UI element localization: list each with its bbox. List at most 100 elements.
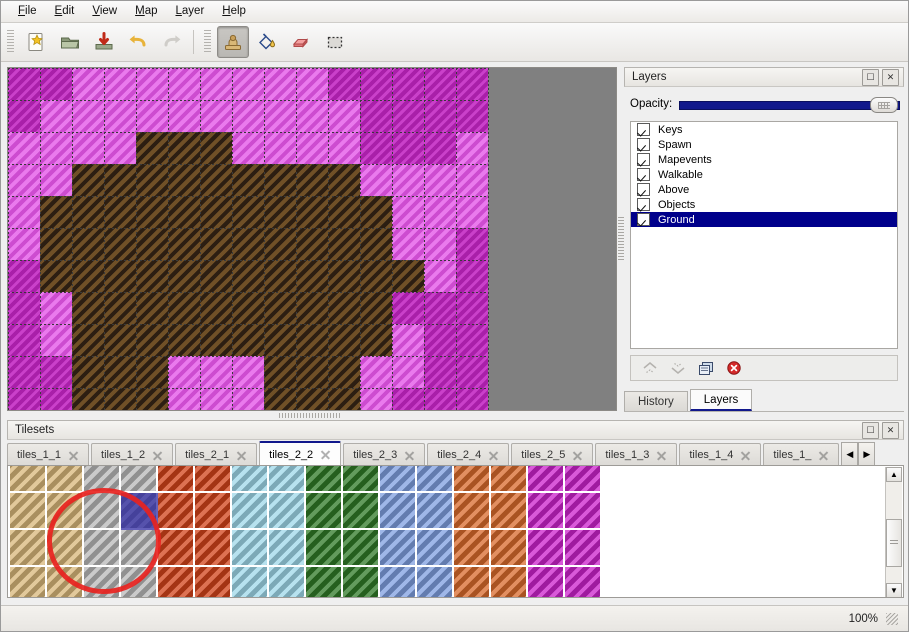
tileset-tile[interactable] xyxy=(47,567,83,597)
tileset-tile[interactable] xyxy=(417,567,453,597)
chevron-left-icon[interactable]: ◀ xyxy=(841,442,859,466)
map-tile[interactable] xyxy=(8,292,40,324)
map-tile[interactable] xyxy=(392,228,424,260)
map-tile[interactable] xyxy=(456,196,488,228)
map-tile[interactable] xyxy=(8,228,40,260)
map-tile[interactable] xyxy=(360,260,392,292)
map-tile[interactable] xyxy=(40,228,72,260)
tileset-tile[interactable] xyxy=(565,530,601,566)
map-tile[interactable] xyxy=(168,68,200,100)
map-tile[interactable] xyxy=(104,388,136,410)
map-tile[interactable] xyxy=(104,228,136,260)
tileset-tile[interactable] xyxy=(269,493,305,529)
map-tile[interactable] xyxy=(456,100,488,132)
map-tile[interactable] xyxy=(72,260,104,292)
map-tile[interactable] xyxy=(264,356,296,388)
close-icon[interactable] xyxy=(740,450,751,461)
close-icon[interactable]: ✕ xyxy=(882,421,899,439)
map-tile[interactable] xyxy=(296,228,328,260)
tileset-tile[interactable] xyxy=(84,466,120,492)
tileset-tab-tiles_2_5[interactable]: tiles_2_5 xyxy=(511,443,594,466)
undo-icon[interactable] xyxy=(122,26,154,58)
menu-item-map[interactable]: Map xyxy=(135,5,158,17)
tileset-tile[interactable] xyxy=(47,530,83,566)
map-tile[interactable] xyxy=(72,196,104,228)
tileset-tab-tiles_2_1[interactable]: tiles_2_1 xyxy=(175,443,258,466)
map-tile[interactable] xyxy=(392,100,424,132)
tileset-tile[interactable] xyxy=(454,567,490,597)
map-tile[interactable] xyxy=(360,228,392,260)
tileset-tile[interactable] xyxy=(306,493,342,529)
open-file-icon[interactable] xyxy=(54,26,86,58)
map-tile[interactable] xyxy=(72,292,104,324)
layer-visibility-checkbox[interactable] xyxy=(637,123,650,136)
close-icon[interactable] xyxy=(488,450,499,461)
tileset-tile[interactable] xyxy=(528,567,564,597)
map-tile[interactable] xyxy=(8,100,40,132)
map-tile[interactable] xyxy=(328,388,360,410)
tileset-tile[interactable] xyxy=(269,530,305,566)
map-tile[interactable] xyxy=(456,356,488,388)
save-file-icon[interactable] xyxy=(88,26,120,58)
map-tile[interactable] xyxy=(200,228,232,260)
map-tile[interactable] xyxy=(168,324,200,356)
map-tile[interactable] xyxy=(360,132,392,164)
map-tile[interactable] xyxy=(8,388,40,410)
tileset-tile-area[interactable]: ▲ ▼ xyxy=(7,465,904,598)
map-tile[interactable] xyxy=(360,388,392,410)
tileset-tile[interactable] xyxy=(528,466,564,492)
tileset-tile[interactable] xyxy=(158,567,194,597)
toolbar-grip-tools[interactable] xyxy=(204,30,211,54)
tileset-tile[interactable] xyxy=(232,530,268,566)
map-tile[interactable] xyxy=(200,132,232,164)
map-tile[interactable] xyxy=(360,164,392,196)
tileset-tab-tiles_1_1[interactable]: tiles_1_1 xyxy=(7,443,90,466)
map-tile[interactable] xyxy=(40,68,72,100)
map-tile[interactable] xyxy=(104,132,136,164)
tileset-tile[interactable] xyxy=(565,567,601,597)
map-tile[interactable] xyxy=(136,356,168,388)
map-tile[interactable] xyxy=(168,132,200,164)
close-icon[interactable] xyxy=(818,450,829,461)
tileset-tile[interactable] xyxy=(195,567,231,597)
map-tile[interactable] xyxy=(232,196,264,228)
close-icon[interactable] xyxy=(404,450,415,461)
opacity-slider-handle[interactable] xyxy=(870,97,898,113)
map-tile[interactable] xyxy=(104,356,136,388)
map-tile[interactable] xyxy=(360,68,392,100)
layer-list-item[interactable]: Mapevents xyxy=(631,152,897,167)
map-tile[interactable] xyxy=(136,100,168,132)
map-tile[interactable] xyxy=(72,100,104,132)
map-tile[interactable] xyxy=(200,260,232,292)
map-tile[interactable] xyxy=(456,292,488,324)
map-tile[interactable] xyxy=(72,68,104,100)
map-tile[interactable] xyxy=(72,228,104,260)
map-tile[interactable] xyxy=(72,388,104,410)
layer-list-item[interactable]: Walkable xyxy=(631,167,897,182)
layer-list-item[interactable]: Keys xyxy=(631,122,897,137)
map-tile[interactable] xyxy=(456,260,488,292)
tileset-tile[interactable] xyxy=(84,567,120,597)
map-tile[interactable] xyxy=(104,68,136,100)
map-tile[interactable] xyxy=(360,100,392,132)
map-canvas-viewport[interactable] xyxy=(7,67,617,411)
layer-list-item[interactable]: Objects xyxy=(631,197,897,212)
layer-visibility-checkbox[interactable] xyxy=(637,213,650,226)
map-tile[interactable] xyxy=(328,356,360,388)
map-tile[interactable] xyxy=(424,260,456,292)
map-tile[interactable] xyxy=(424,388,456,410)
map-tile[interactable] xyxy=(392,292,424,324)
map-tile[interactable] xyxy=(456,228,488,260)
map-tile[interactable] xyxy=(200,68,232,100)
map-tile[interactable] xyxy=(424,100,456,132)
map-tile[interactable] xyxy=(104,196,136,228)
map-tile[interactable] xyxy=(104,100,136,132)
map-tile[interactable] xyxy=(456,132,488,164)
map-tile[interactable] xyxy=(424,164,456,196)
eraser-icon[interactable] xyxy=(285,26,317,58)
map-tile[interactable] xyxy=(328,100,360,132)
tileset-tile[interactable] xyxy=(491,567,527,597)
map-tile[interactable] xyxy=(168,260,200,292)
tileset-tile[interactable] xyxy=(121,530,157,566)
close-icon[interactable] xyxy=(572,450,583,461)
